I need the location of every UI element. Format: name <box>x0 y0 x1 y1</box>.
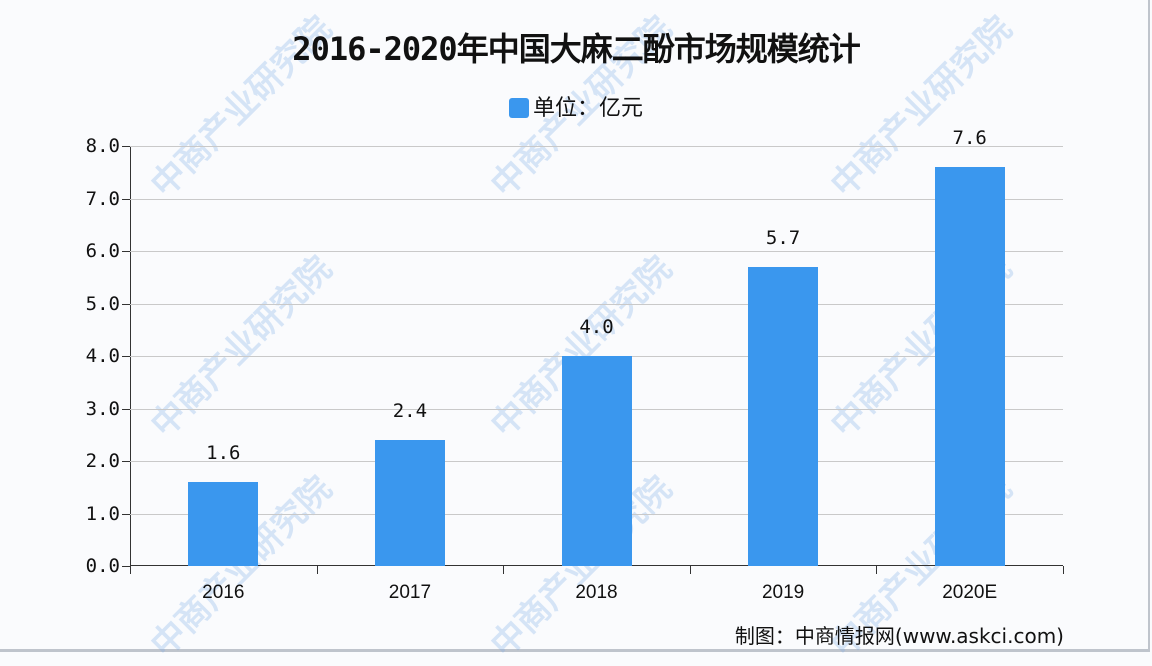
y-tick <box>122 513 130 515</box>
x-tick-label: 2017 <box>388 582 432 603</box>
y-tick <box>122 408 130 410</box>
y-tick <box>122 461 130 462</box>
legend-label: 单位：亿元 <box>532 96 643 121</box>
x-tick-label: 2016 <box>202 582 245 603</box>
y-tick-label: 7.0 <box>85 187 120 210</box>
gridline <box>130 146 1063 147</box>
bar-2020E <box>934 167 1005 566</box>
legend: 单位：亿元 <box>0 90 1152 122</box>
plot-area: 0.0 1.0 2.0 3.0 4.0 5.0 6.0 7.0 8.0 1.6 2016 2.4 201… <box>86 127 1064 603</box>
y-tick <box>122 198 130 200</box>
x-tick <box>503 566 505 574</box>
bar-2017 <box>374 440 445 566</box>
y-tick <box>122 251 130 252</box>
bar-value-label: 4.0 <box>579 316 614 338</box>
bar-value-label: 2.4 <box>392 400 428 422</box>
x-tick <box>876 566 878 574</box>
y-tick-label: 1.0 <box>85 502 120 525</box>
chart-title: 2016-2020年中国大麻二酚市场规模统计 <box>292 30 860 68</box>
y-tick-label: 8.0 <box>85 135 120 157</box>
gridline <box>130 251 1063 252</box>
y-tick <box>122 566 130 567</box>
y-tick <box>122 356 130 357</box>
bar-value-label: 7.6 <box>952 127 987 149</box>
x-tick-label: 2020E <box>942 582 998 603</box>
y-tick-label: 4.0 <box>85 345 120 367</box>
gridline <box>130 303 1063 305</box>
y-axis <box>130 146 131 574</box>
y-tick-label: 3.0 <box>85 397 120 420</box>
y-tick-label: 5.0 <box>85 292 120 315</box>
x-tick <box>689 566 691 574</box>
y-tick-label: 0.0 <box>85 555 120 577</box>
y-tick <box>122 303 130 305</box>
x-tick <box>1063 566 1064 574</box>
y-tick <box>122 146 130 147</box>
source-note: 制图：中商情报网(www.askci.com) <box>734 624 1064 648</box>
gridline <box>130 198 1063 200</box>
legend-swatch <box>508 98 529 118</box>
x-tick <box>316 566 318 574</box>
x-tick-label: 2018 <box>575 582 618 603</box>
bar-value-label: 1.6 <box>206 442 241 464</box>
bar-value-label: 5.7 <box>765 226 801 249</box>
y-tick-label: 2.0 <box>85 450 120 472</box>
bar-2019 <box>748 266 819 566</box>
bar-2016 <box>188 482 259 566</box>
bar-2018 <box>561 356 632 566</box>
y-tick-label: 6.0 <box>85 240 120 262</box>
x-tick-label: 2019 <box>761 582 805 603</box>
chart-frame <box>0 0 1150 652</box>
